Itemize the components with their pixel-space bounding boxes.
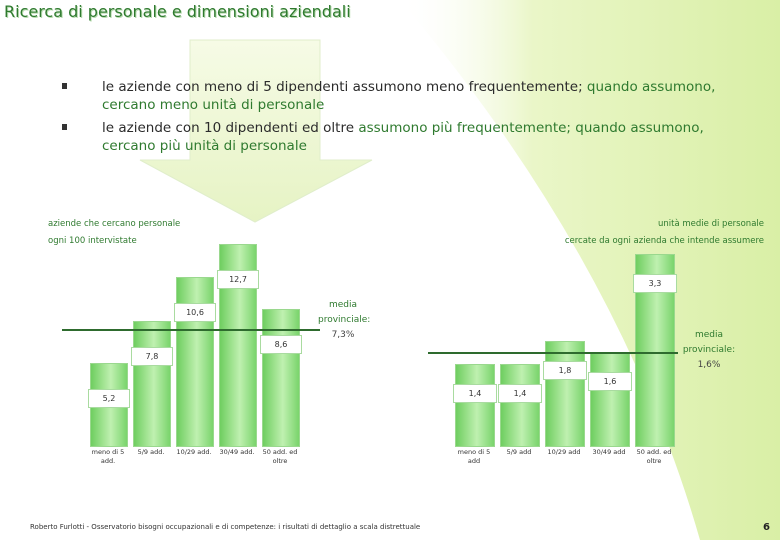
data-label: 3,3: [633, 273, 677, 293]
left-chart-title: aziende che cercano personale ogni 100 i…: [48, 216, 180, 250]
category-label: 50 add. ed oltre: [262, 448, 298, 465]
bullet-item: le aziende con meno di 5 dipendenti assu…: [62, 78, 752, 114]
left-chart-title-line: aziende che cercano personale: [48, 219, 181, 229]
data-label: 5,2: [88, 388, 130, 408]
bar: [545, 340, 585, 447]
bullet-list: le aziende con meno di 5 dipendenti assu…: [62, 78, 752, 160]
bar: [500, 363, 540, 447]
bar: [590, 352, 630, 447]
bullet-text: le aziende con meno di 5 dipendenti assu…: [102, 79, 587, 95]
bar: [262, 308, 300, 447]
category-label: meno di 5 add.: [91, 448, 125, 465]
bullet-icon: [62, 124, 67, 130]
bullet-icon: [62, 83, 67, 89]
page-number: 6: [763, 522, 770, 533]
category-label: 5/9 add: [506, 448, 532, 456]
footer-text: Roberto Furlotti - Osservatorio bisogni …: [30, 523, 421, 531]
data-label: 10,6: [174, 302, 216, 322]
wedge-shape: [400, 0, 780, 540]
average-label-line: provinciale:: [682, 345, 736, 355]
average-line: [428, 352, 678, 355]
category-label: 50 add. ed oltre: [636, 448, 672, 465]
bar: [133, 321, 171, 447]
average-value: 1,6%: [697, 360, 721, 370]
right-chart-title-line: cercate da ogni azienda che intende assu…: [564, 236, 764, 246]
category-label: 10/29 add: [547, 448, 581, 456]
left-average-label: media provinciale: 7,3%: [318, 298, 371, 343]
page-title: Ricerca di personale e dimensioni aziend…: [4, 2, 351, 21]
arrow-shape: [139, 39, 373, 223]
average-value: 7,3%: [331, 330, 355, 340]
category-label: 30/49 add: [592, 448, 626, 456]
data-label: 1,4: [498, 383, 542, 403]
bullet-highlight: quando assumono, cercano meno unità di p…: [102, 79, 716, 113]
average-label-line: media: [694, 330, 724, 340]
data-label: 1,4: [453, 383, 497, 403]
average-line: [62, 329, 320, 332]
right-chart-title: unità medie di personale cercate da ogni…: [528, 216, 764, 250]
category-label: 10/29 add.: [176, 448, 212, 456]
left-chart-title-line: ogni 100 intervistate: [48, 236, 137, 246]
right-average-label: media provinciale: 1,6%: [680, 328, 738, 373]
right-chart-title-line: unità medie di personale: [658, 219, 764, 229]
data-label: 8,6: [260, 334, 302, 354]
data-label: 1,6: [588, 372, 632, 392]
category-label: 30/49 add.: [219, 448, 255, 456]
bullet-item: le aziende con 10 dipendenti ed oltre as…: [62, 119, 752, 155]
bar: [455, 363, 495, 447]
data-label: 7,8: [131, 347, 173, 367]
average-label-line: media: [328, 300, 358, 310]
data-label: 1,8: [543, 360, 587, 380]
category-label: meno di 5 add: [457, 448, 491, 465]
category-label: 5/9 add.: [137, 448, 165, 456]
bullet-text: le aziende con 10 dipendenti ed oltre: [102, 120, 359, 136]
data-label: 12,7: [217, 269, 259, 289]
bullet-highlight: assumono più frequentemente; quando assu…: [102, 120, 704, 154]
average-label-line: provinciale:: [318, 315, 371, 325]
